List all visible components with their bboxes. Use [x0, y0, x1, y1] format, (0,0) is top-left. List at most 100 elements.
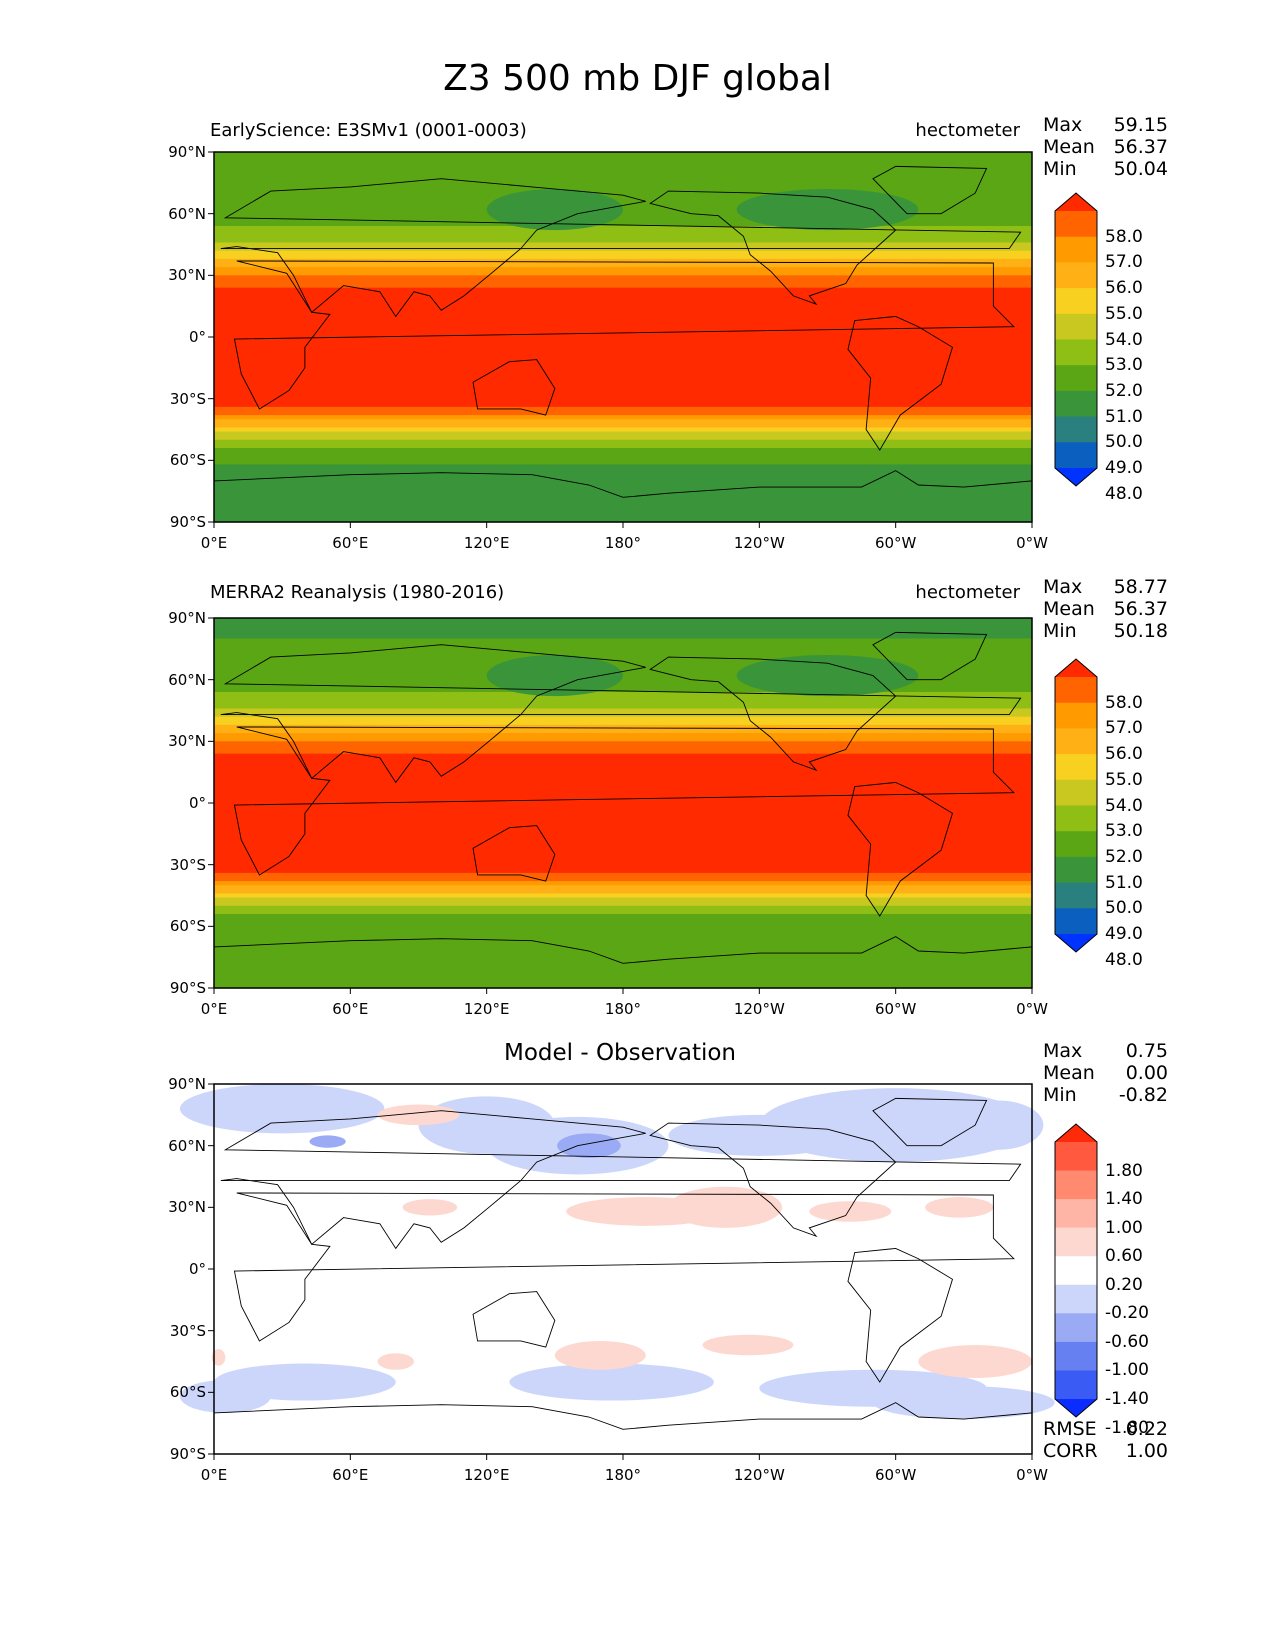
field-band [214, 667, 1032, 673]
colorbar-segment [1055, 262, 1097, 289]
stat-min-label: Min [1043, 158, 1077, 180]
anomaly-blob [309, 1135, 346, 1148]
trough [486, 655, 623, 697]
field-band [214, 733, 1032, 738]
colorbar-level-label: 48.0 [1105, 483, 1143, 504]
colorbar-segment [1055, 1341, 1097, 1371]
field-band [214, 382, 1032, 387]
field-band [214, 152, 1032, 157]
field-band [214, 374, 1032, 379]
lat-tick-label: 60°S [169, 1383, 206, 1402]
colorbar-outline [1054, 192, 1098, 487]
colorbar-segment [1055, 754, 1097, 781]
colorbar-segment [1055, 908, 1097, 935]
anomaly-blob [702, 1334, 794, 1356]
colorbar-segment [1055, 1284, 1097, 1314]
field-band [214, 860, 1032, 866]
field-band [214, 942, 1032, 948]
field-band [214, 934, 1032, 940]
field-band [214, 419, 1032, 424]
field-band [214, 398, 1032, 404]
field-band [214, 868, 1032, 874]
lat-tick-label: 90°N [168, 609, 206, 627]
stat-min-value: -0.82 [1118, 1084, 1168, 1106]
field-band [214, 197, 1032, 202]
trough [736, 655, 919, 697]
lon-tick-label: 120°E [463, 534, 510, 552]
tick-marks [208, 151, 1033, 528]
colorbar-segment [1055, 1170, 1097, 1200]
colorbar-level-label: 57.0 [1105, 718, 1143, 739]
field-band [214, 361, 1032, 367]
stat-min-value: 50.18 [1113, 620, 1168, 642]
field-band [214, 848, 1032, 853]
stat-max-value: 59.15 [1113, 114, 1168, 136]
colorbar-segment [1055, 856, 1097, 884]
field-band [214, 431, 1032, 437]
colorbar-level-label: -1.00 [1105, 1360, 1149, 1381]
colorbar-level-label: 58.0 [1105, 692, 1143, 713]
panel-title-center: Model - Observation [503, 1040, 737, 1066]
colorbar-level-label: 56.0 [1105, 278, 1143, 299]
stat-max-label: Max [1043, 576, 1083, 598]
anomaly-blob [179, 1084, 385, 1134]
field-band [214, 156, 1032, 161]
colorbar-segment [1055, 390, 1097, 418]
field-band [214, 761, 1032, 767]
field-band [214, 184, 1032, 190]
field-band [214, 897, 1032, 903]
colorbar-level-label: 52.0 [1105, 846, 1143, 867]
coastline-africa [233, 1192, 1015, 1342]
field-band [214, 655, 1032, 660]
field-band [214, 983, 1032, 989]
field-band [214, 205, 1032, 211]
lon-tick-label: 180° [604, 534, 642, 552]
map-1 [208, 617, 1033, 994]
colorbar-extend-max [1055, 193, 1097, 211]
field-band [214, 448, 1032, 453]
panel-units: hectometer [915, 582, 1020, 603]
lon-tick-label: 60°W [874, 534, 917, 552]
colorbar-segment [1055, 365, 1097, 392]
field-band [214, 696, 1032, 701]
field-band [214, 646, 1032, 652]
tick-marks [208, 1083, 1033, 1460]
field-band [214, 893, 1032, 899]
field-band [214, 308, 1032, 313]
field-band [214, 753, 1032, 759]
colorbar-segment [1055, 728, 1097, 755]
colorbar-segment [1055, 288, 1097, 315]
field-band [214, 622, 1032, 627]
colorbar-outline [1054, 1123, 1098, 1418]
colorbar-outline [1054, 658, 1098, 953]
lon-tick-label: 60°E [332, 1466, 369, 1484]
field-band [214, 687, 1032, 693]
lat-tick-label: 0° [188, 1260, 206, 1278]
field-band [214, 642, 1032, 648]
field-band [214, 885, 1032, 890]
lat-tick-label: 30°N [168, 266, 206, 285]
field-band [214, 951, 1032, 956]
field-band [214, 745, 1032, 751]
colorbar [1054, 1123, 1098, 1418]
stat-max-label: Max [1043, 114, 1083, 136]
figure-title: Z3 500 mb DJF global [443, 58, 832, 99]
colorbar-segment [1055, 831, 1097, 858]
field-band [214, 889, 1032, 895]
field-band [214, 505, 1032, 511]
field-band [214, 513, 1032, 519]
coastline-australia [472, 1291, 556, 1348]
field-band [214, 365, 1032, 371]
coastline-north-america [649, 190, 897, 306]
field-band [214, 468, 1032, 474]
stat-mean-value: 56.37 [1113, 136, 1168, 158]
field-band [214, 967, 1032, 973]
colorbar-segment [1055, 677, 1097, 704]
field-band [214, 757, 1032, 763]
colorbar-segment [1055, 236, 1097, 263]
field-band [214, 720, 1032, 726]
field-band [214, 798, 1032, 804]
field-band [214, 675, 1032, 681]
lat-tick-label: 30°N [168, 732, 206, 751]
coastline-greenland [872, 631, 988, 681]
